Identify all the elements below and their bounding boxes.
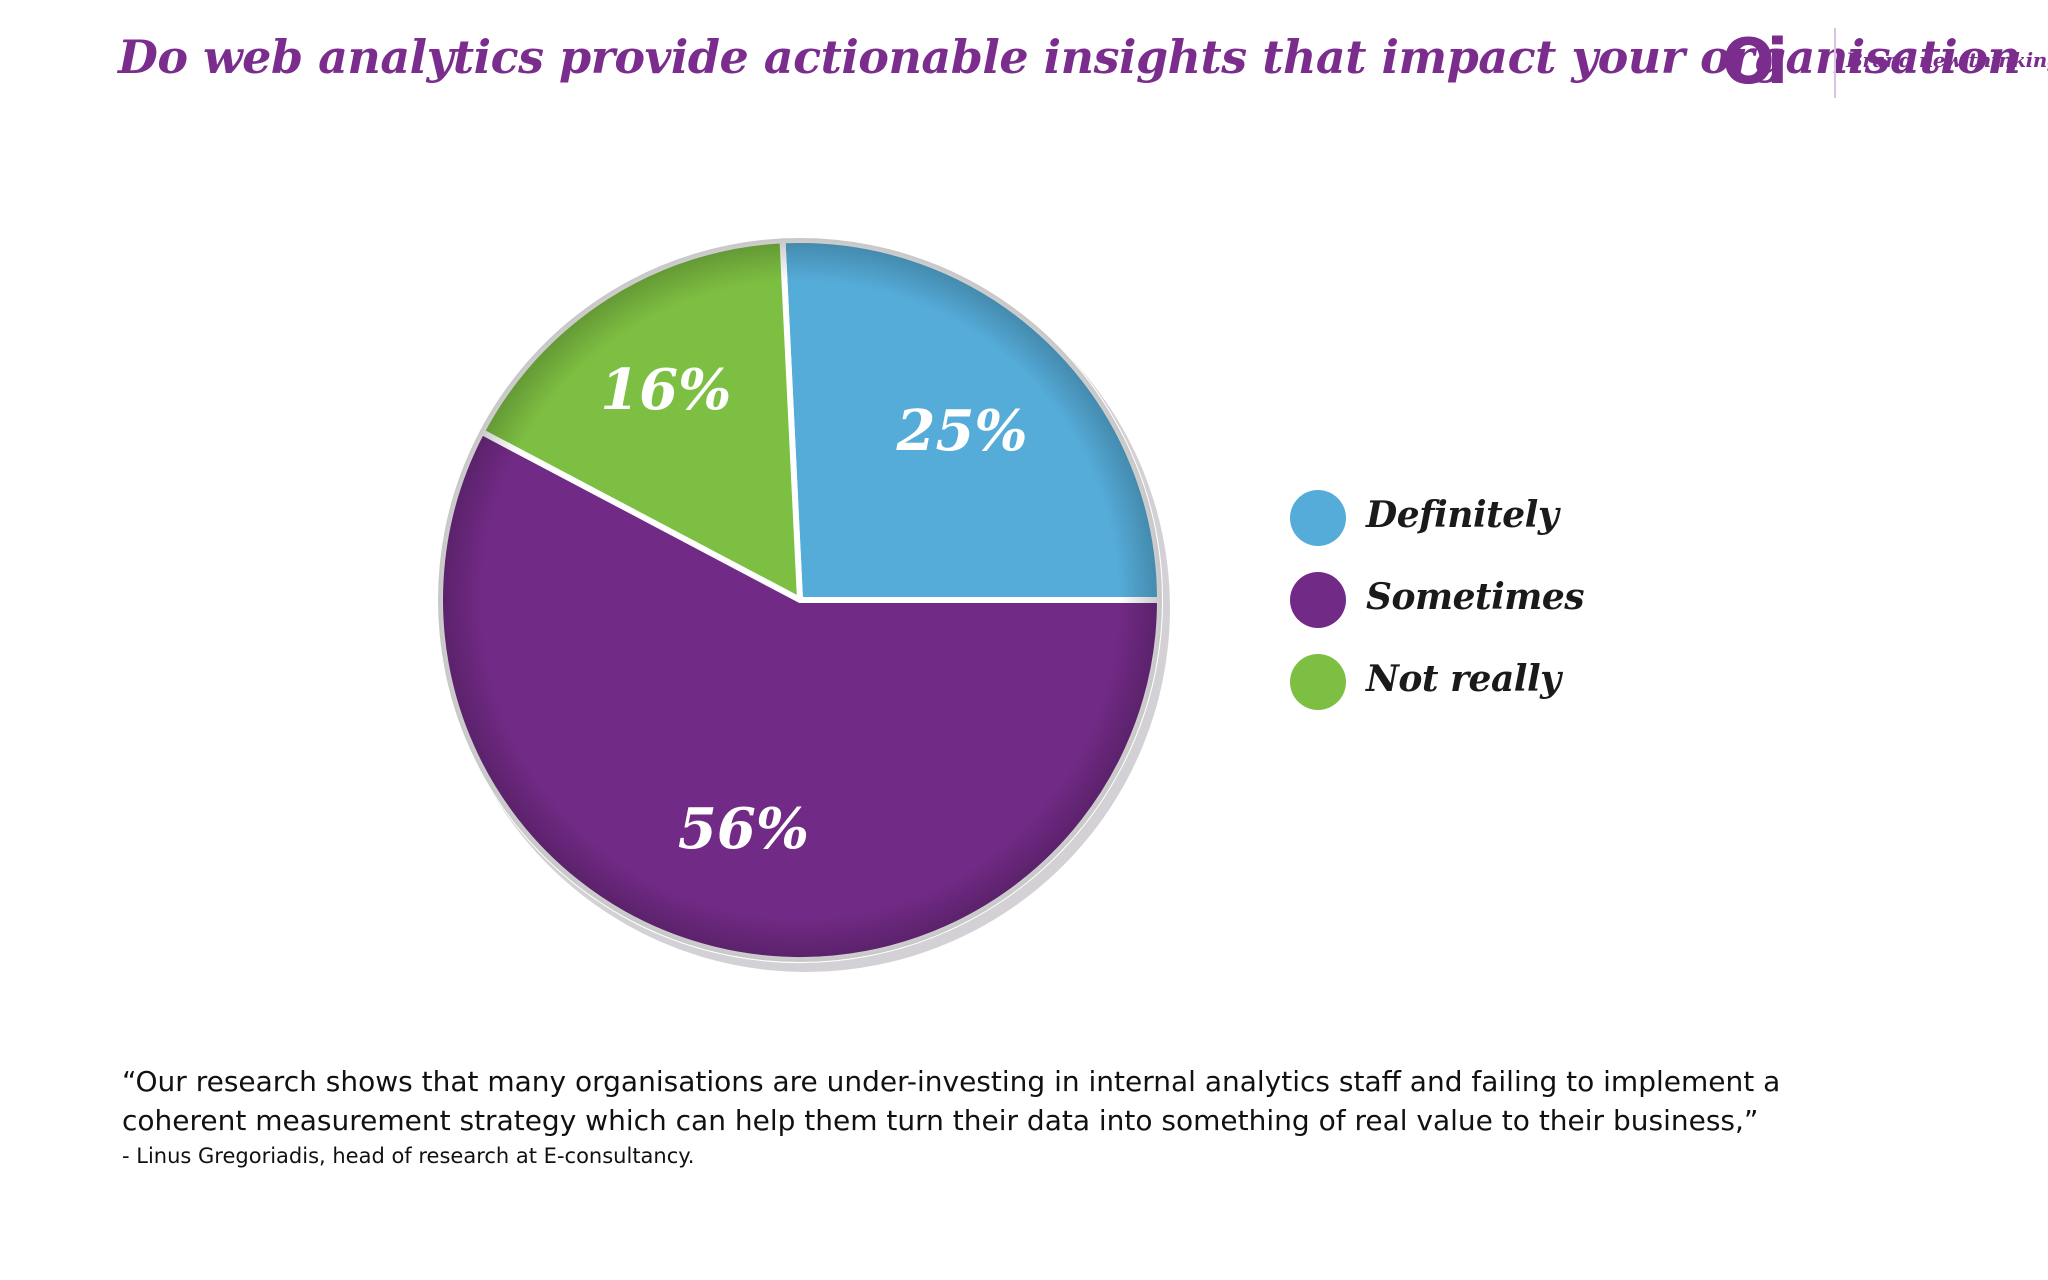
legend-label: Sometimes	[1366, 576, 1585, 618]
legend-swatch-sometimes	[1290, 572, 1346, 628]
pie-chart: 25% 16% 56%	[437, 237, 1170, 972]
legend-swatch-not-really	[1290, 654, 1346, 710]
legend-item-sometimes: Sometimes	[1290, 572, 1610, 628]
pie-data-label-sometimes: 56%	[678, 796, 809, 862]
legend-swatch-definitely	[1290, 490, 1346, 546]
logo-tagline: Brand new thinking	[1846, 48, 2048, 72]
legend-item-not-really: Not really	[1290, 654, 1610, 710]
logo-divider	[1834, 28, 1836, 98]
pie-data-label-not-really: 16%	[600, 357, 731, 423]
brand-logo: Oi Brand new thinking	[1722, 25, 2048, 102]
quote-attribution: - Linus Gregoriadis, head of research at…	[122, 1144, 695, 1168]
legend-label: Not really	[1366, 658, 1561, 700]
legend-item-definitely: Definitely	[1290, 490, 1610, 546]
pie-data-label-definitely: 25%	[896, 398, 1028, 464]
legend-label: Definitely	[1366, 494, 1559, 536]
page-title: Do web analytics provide actionable insi…	[118, 30, 2021, 84]
quote-text: “Our research shows that many organisati…	[122, 1065, 1781, 1137]
logo-mark: Oi	[1722, 25, 1788, 98]
